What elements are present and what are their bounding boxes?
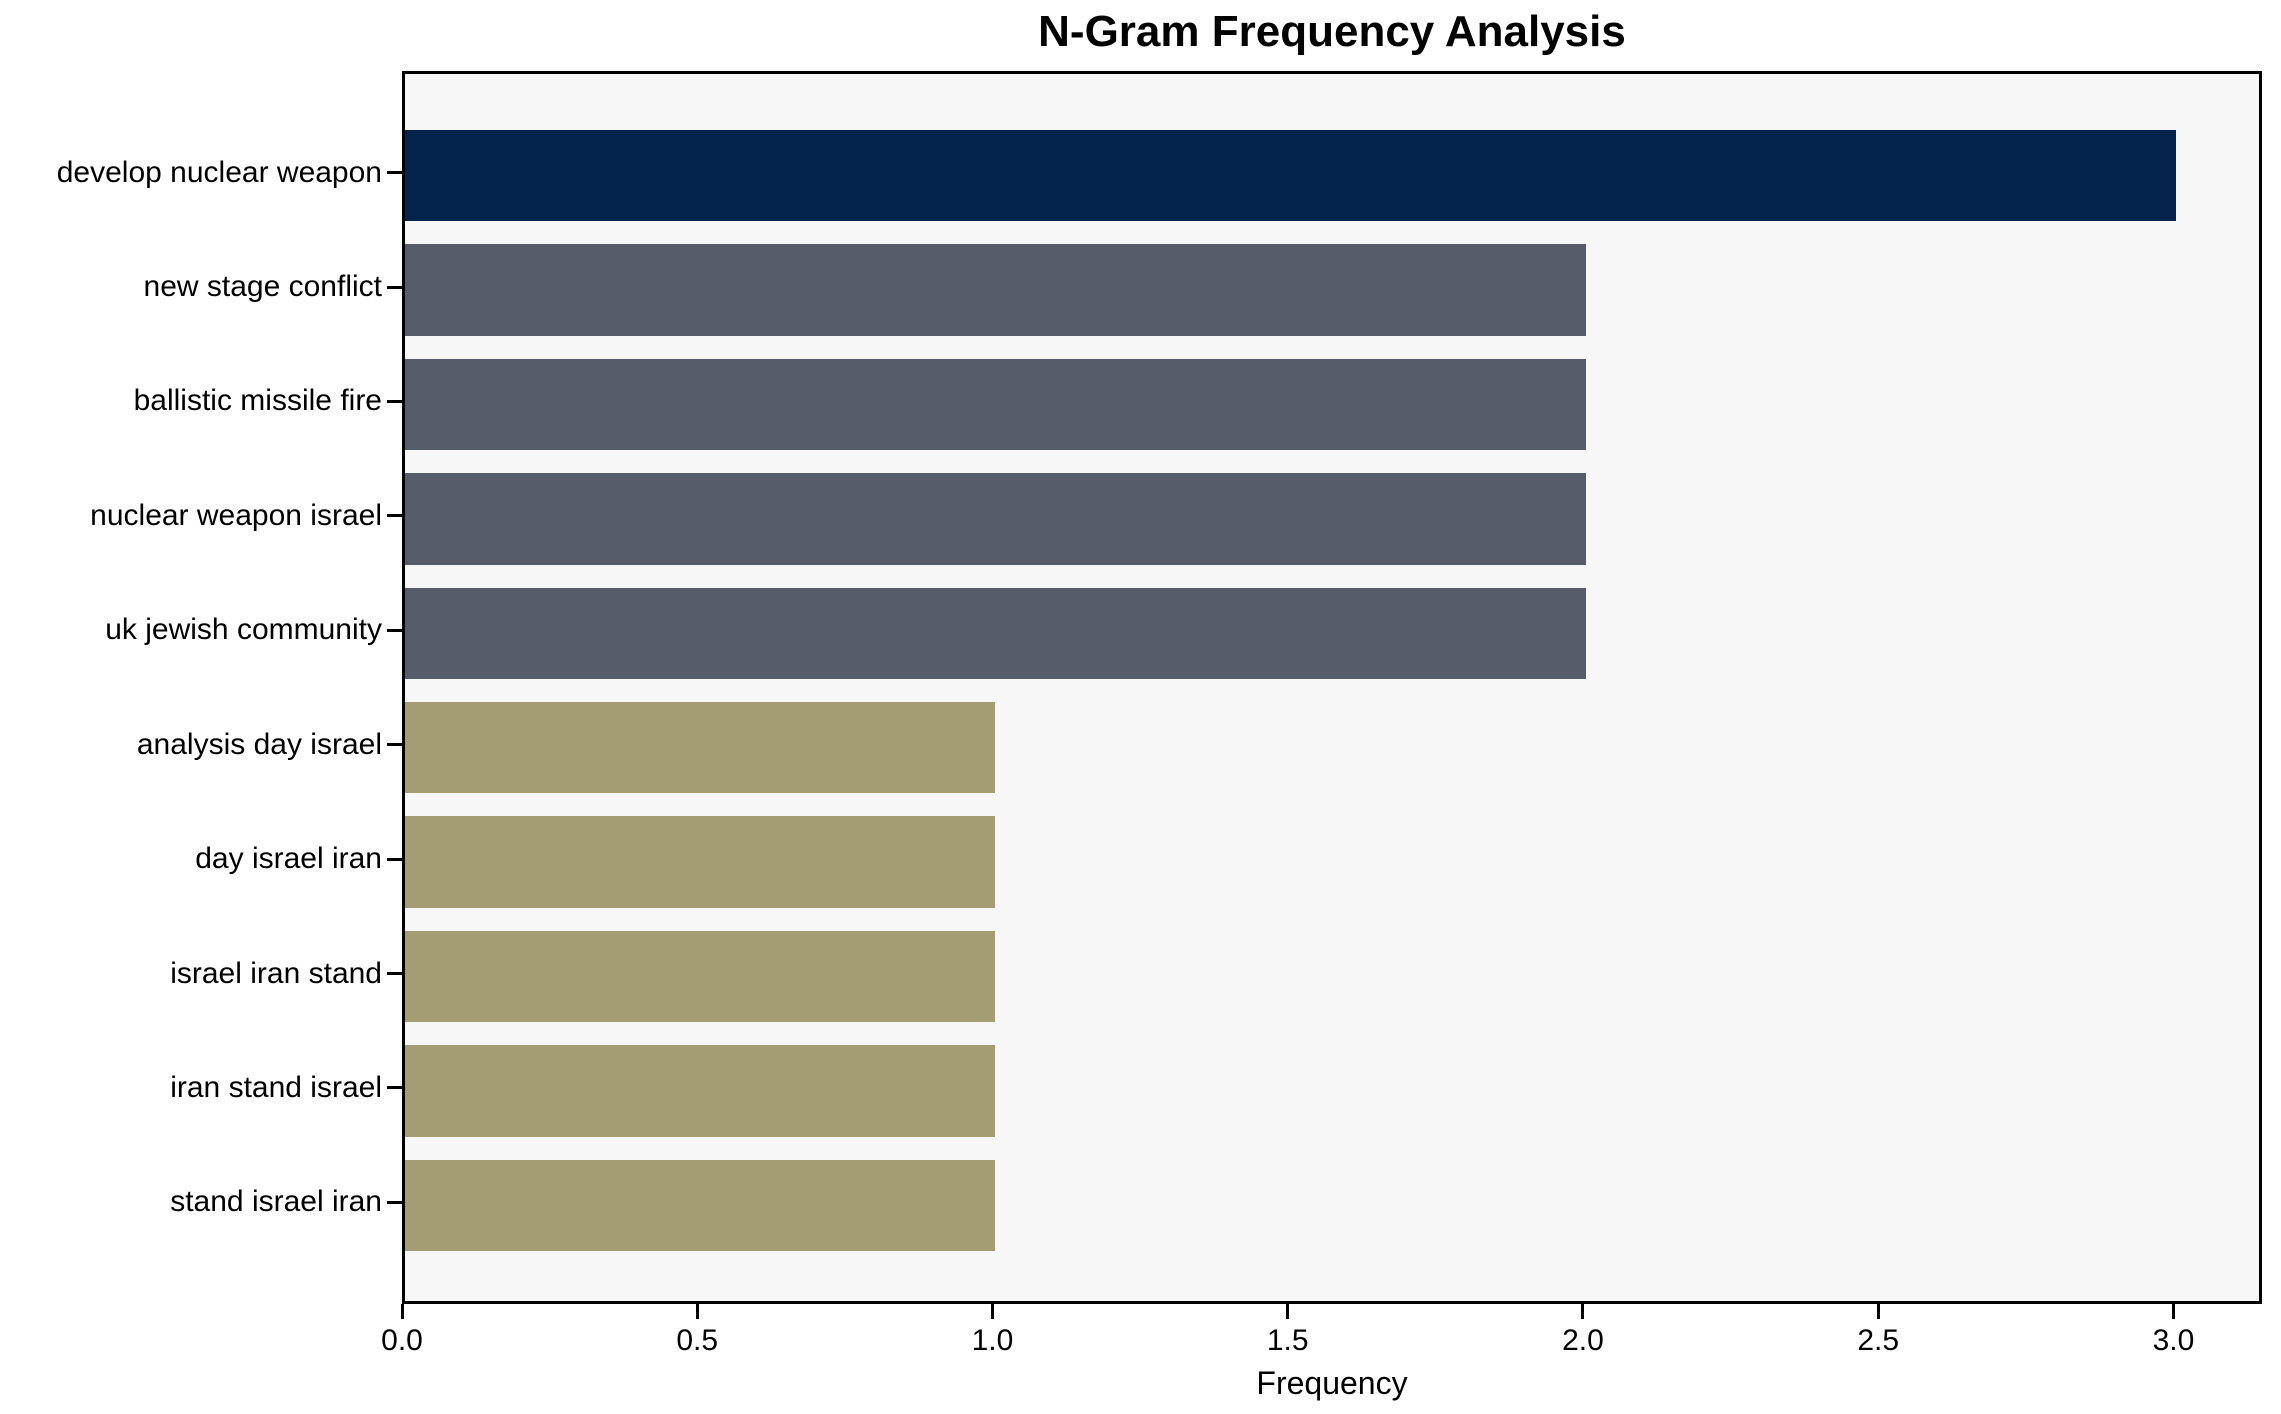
x-tick-mark [400, 1304, 404, 1319]
y-tick-mark [387, 514, 402, 518]
x-tick-label-0.5: 0.5 [676, 1324, 719, 1357]
bar-ballistic-missile-fire [405, 358, 1586, 451]
y-tick-label-analysis-day-israel: analysis day israel [136, 727, 382, 761]
x-tick-mark [1581, 1304, 1585, 1319]
x-tick-label-2.0: 2.0 [1562, 1324, 1604, 1357]
x-tick-label-1.0: 1.0 [971, 1324, 1014, 1357]
bar-analysis-day-israel [405, 701, 996, 794]
bar-israel-iran-stand [405, 930, 996, 1023]
x-tick-label-0.0: 0.0 [381, 1324, 423, 1357]
y-tick-mark [387, 628, 402, 632]
x-tick-mark [695, 1304, 699, 1319]
bar-stand-israel-iran [405, 1159, 996, 1252]
y-tick-mark [387, 399, 402, 403]
x-tick-label-3.0: 3.0 [2152, 1324, 2195, 1357]
bar-new-stage-conflict [405, 244, 1586, 336]
y-tick-mark [387, 1086, 402, 1090]
y-tick-mark [387, 171, 402, 175]
y-tick-mark [387, 1200, 402, 1204]
y-tick-label-new-stage-conflict: new stage conflict [143, 270, 382, 304]
y-tick-mark [387, 857, 402, 861]
y-tick-label-israel-iran-stand: israel iran stand [170, 956, 382, 990]
x-tick-mark [1876, 1304, 1880, 1319]
x-tick-mark [1286, 1304, 1290, 1319]
plot-area [402, 71, 2262, 1304]
x-tick-label-2.5: 2.5 [1857, 1324, 1900, 1357]
x-axis-title: Frequency [1256, 1365, 1408, 1401]
bar-uk-jewish-community [405, 587, 1586, 680]
y-tick-mark [387, 972, 402, 976]
y-tick-mark [387, 285, 402, 289]
y-tick-label-nuclear-weapon-israel: nuclear weapon israel [90, 498, 382, 532]
bar-nuclear-weapon-israel [405, 473, 1586, 565]
chart-title: N-Gram Frequency Analysis [1038, 7, 1626, 56]
x-tick-mark [990, 1304, 994, 1319]
x-tick-label-1.5: 1.5 [1266, 1324, 1309, 1357]
bar-develop-nuclear-weapon [405, 129, 2177, 222]
y-tick-label-develop-nuclear-weapon: develop nuclear weapon [56, 155, 382, 189]
y-tick-label-day-israel-iran: day israel iran [195, 842, 382, 876]
x-tick-mark [2171, 1304, 2175, 1319]
y-tick-label-ballistic-missile-fire: ballistic missile fire [133, 384, 382, 418]
y-tick-label-uk-jewish-community: uk jewish community [105, 613, 382, 647]
y-tick-label-stand-israel-iran: stand israel iran [170, 1185, 382, 1219]
y-tick-label-iran-stand-israel: iran stand israel [170, 1070, 382, 1104]
y-tick-mark [387, 743, 402, 747]
bar-iran-stand-israel [405, 1045, 996, 1137]
bar-day-israel-iran [405, 816, 996, 908]
